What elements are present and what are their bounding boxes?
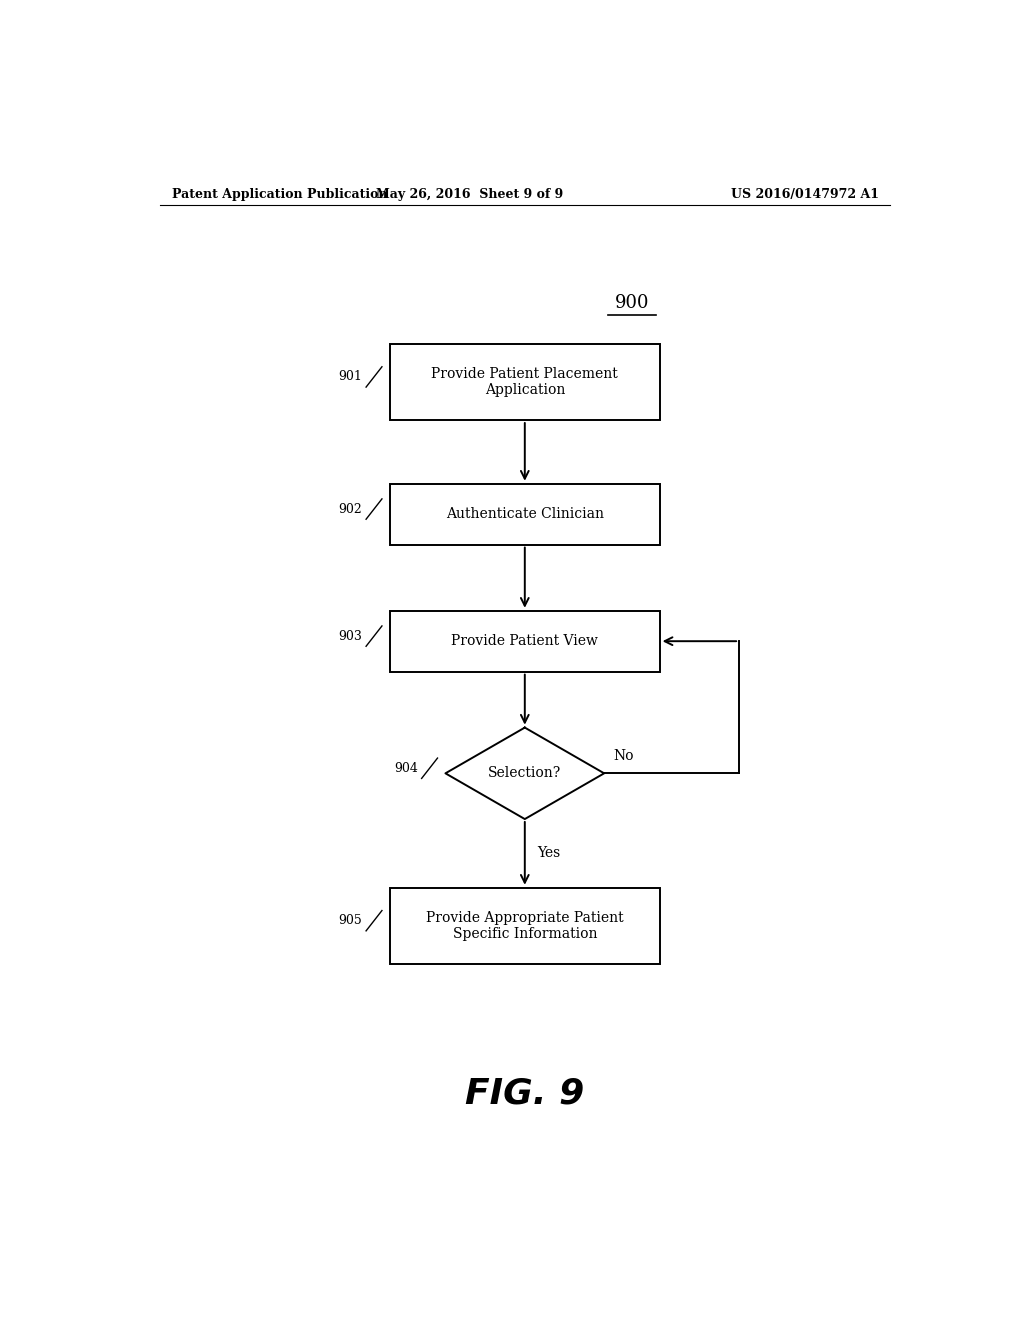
Text: 904: 904 xyxy=(394,762,418,775)
FancyBboxPatch shape xyxy=(390,611,659,672)
Text: Provide Patient View: Provide Patient View xyxy=(452,634,598,648)
Text: 902: 902 xyxy=(338,503,362,516)
FancyBboxPatch shape xyxy=(390,887,659,964)
Text: 903: 903 xyxy=(338,630,362,643)
Text: Selection?: Selection? xyxy=(488,767,561,780)
Text: US 2016/0147972 A1: US 2016/0147972 A1 xyxy=(731,189,880,202)
Text: Provide Patient Placement
Application: Provide Patient Placement Application xyxy=(431,367,618,397)
FancyBboxPatch shape xyxy=(390,345,659,420)
Text: No: No xyxy=(613,750,634,763)
Text: Provide Appropriate Patient
Specific Information: Provide Appropriate Patient Specific Inf… xyxy=(426,911,624,941)
Text: 901: 901 xyxy=(338,371,362,383)
Text: Authenticate Clinician: Authenticate Clinician xyxy=(445,507,604,521)
Text: May 26, 2016  Sheet 9 of 9: May 26, 2016 Sheet 9 of 9 xyxy=(376,189,563,202)
FancyBboxPatch shape xyxy=(390,483,659,545)
Text: 905: 905 xyxy=(338,915,362,927)
Polygon shape xyxy=(445,727,604,818)
Text: FIG. 9: FIG. 9 xyxy=(465,1077,585,1110)
Text: Patent Application Publication: Patent Application Publication xyxy=(172,189,387,202)
Text: 900: 900 xyxy=(614,294,649,312)
Text: Yes: Yes xyxy=(537,846,560,861)
